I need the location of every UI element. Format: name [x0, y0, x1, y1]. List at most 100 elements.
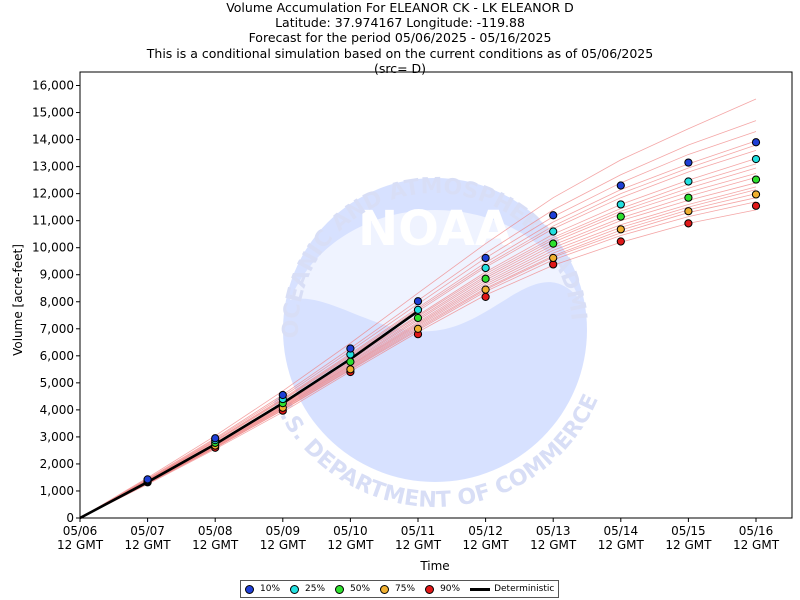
y-tick-label: 12,000: [32, 187, 74, 201]
point-10pct: [684, 158, 693, 167]
point-90pct: [751, 201, 761, 210]
x-axis-label: Time: [419, 559, 449, 573]
y-axis-label: Volume [acre-feet]: [11, 244, 25, 356]
x-tick-date: 05/14: [604, 524, 639, 538]
point-10pct: [413, 297, 423, 306]
legend-item: 90%: [425, 584, 460, 594]
legend-dot: [425, 584, 435, 594]
x-tick-time: 12 GMT: [530, 538, 577, 552]
point-75pct: [549, 253, 558, 263]
x-tick-date: 05/15: [671, 524, 706, 538]
point-10pct: [751, 138, 761, 147]
y-tick-label: 13,000: [32, 160, 74, 174]
x-tick-date: 05/11: [401, 524, 436, 538]
legend-item: 50%: [335, 584, 370, 594]
y-tick-label: 7,000: [40, 322, 74, 336]
y-tick-label: 5,000: [40, 376, 74, 390]
noaa-logo-wave: [290, 210, 580, 332]
point-75pct: [751, 190, 761, 199]
point-75pct: [481, 285, 490, 294]
x-tick-time: 12 GMT: [665, 538, 712, 552]
point-75pct: [346, 365, 355, 374]
point-25pct: [751, 154, 761, 164]
legend-dot: [245, 584, 254, 594]
point-50pct: [751, 175, 761, 184]
deterministic-line: [79, 310, 419, 520]
point-25pct: [616, 200, 625, 209]
y-tick-label: 10,000: [32, 241, 74, 255]
point-10pct: [616, 181, 625, 190]
point-25pct: [549, 227, 558, 236]
y-tick-label: 6,000: [40, 349, 74, 363]
y-tick-label: 14,000: [32, 133, 74, 147]
legend-label: Deterministic: [494, 584, 555, 594]
y-tick-label: 8,000: [40, 295, 74, 309]
y-tick-label: 16,000: [32, 79, 74, 93]
x-tick-date: 05/10: [333, 524, 368, 538]
legend-label: 90%: [440, 584, 461, 594]
x-tick-date: 05/06: [63, 524, 98, 538]
y-tick-label: 1,000: [40, 484, 74, 498]
legend-label: 50%: [350, 584, 371, 594]
x-tick-date: 05/08: [198, 524, 233, 538]
y-tick-label: 11,000: [32, 214, 74, 228]
legend-item: 25%: [290, 584, 325, 594]
x-tick-time: 12 GMT: [463, 538, 510, 552]
legend-dot: [290, 584, 300, 594]
point-10pct: [211, 434, 220, 443]
chart-title: Volume Accumulation For ELEANOR CK - LK …: [226, 0, 574, 15]
point-90pct: [684, 219, 693, 228]
plot-area: [79, 71, 793, 519]
x-tick-date: 05/13: [536, 524, 571, 538]
y-tick-label: 4,000: [40, 403, 74, 417]
point-25pct: [481, 263, 490, 273]
y-tick-label: 15,000: [32, 106, 74, 120]
point-10pct: [143, 475, 152, 484]
legend-label: 75%: [395, 584, 416, 594]
point-50pct: [481, 274, 490, 283]
x-tick-time: 12 GMT: [327, 538, 374, 552]
point-25pct: [413, 305, 423, 314]
chart-legend: 10% 25% 50% 75% 90% Deterministic: [240, 580, 560, 598]
legend-item-deterministic: Deterministic: [470, 584, 554, 594]
point-10pct: [549, 211, 558, 220]
y-tick-label: 9,000: [40, 268, 74, 282]
legend-item: 10%: [245, 584, 280, 594]
point-90pct: [616, 237, 625, 246]
exceedance-points: [143, 138, 761, 487]
point-75pct: [684, 207, 693, 216]
chart-location: Latitude: 37.974167 Longitude: -119.88: [275, 15, 525, 31]
forecast-period: Forecast for the period 05/06/2025 - 05/…: [248, 30, 552, 46]
simulation-note: This is a conditional simulation based o…: [146, 45, 654, 61]
x-tick-time: 12 GMT: [125, 538, 172, 552]
x-tick-date: 05/07: [130, 524, 165, 538]
x-tick-time: 12 GMT: [260, 538, 307, 552]
point-10pct: [278, 390, 287, 400]
legend-dot: [380, 584, 390, 594]
point-10pct: [346, 344, 355, 353]
deterministic-trace: [79, 310, 419, 520]
chart-titles: Volume Accumulation For ELEANOR CK - LK …: [0, 0, 800, 76]
legend-line: [470, 587, 491, 591]
y-tick-label: 0: [66, 511, 74, 525]
point-50pct: [413, 313, 423, 323]
point-50pct: [616, 212, 625, 221]
ensemble-trace: [79, 98, 757, 519]
x-tick-time: 12 GMT: [57, 538, 104, 552]
legend-dot: [335, 584, 345, 594]
point-50pct: [549, 239, 558, 248]
point-75pct: [616, 225, 625, 234]
y-tick-label: 3,000: [40, 430, 74, 444]
point-10pct: [481, 253, 490, 263]
point-50pct: [684, 193, 693, 202]
point-90pct: [481, 292, 490, 301]
plot-border: [79, 71, 793, 519]
x-tick-date: 05/09: [266, 524, 301, 538]
point-25pct: [684, 177, 693, 186]
x-tick-time: 12 GMT: [733, 538, 780, 552]
legend-label: 25%: [305, 584, 326, 594]
y-axis: 0 1,000 2,000 3,000 4,000 5,000 6,000 7,000 8,00…: [32, 79, 80, 525]
y-tick-label: 2,000: [40, 457, 74, 471]
